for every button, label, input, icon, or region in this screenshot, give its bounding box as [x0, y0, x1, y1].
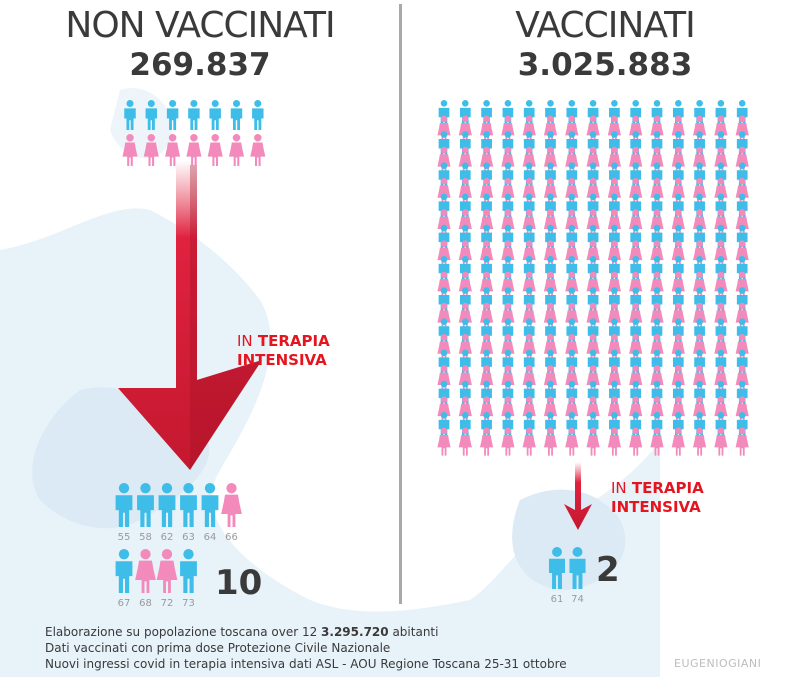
vaccinated-person-icon	[735, 427, 749, 456]
label-intensiva: INTENSIVA	[237, 351, 327, 369]
patient-age: 73	[182, 598, 195, 609]
unvaccinated-male-icon	[230, 100, 243, 130]
vaccinated-person-icon	[607, 427, 621, 456]
unvaccinated-female-icon	[228, 134, 245, 166]
icu-patient-icon	[201, 483, 219, 527]
footnote-population-text: Elaborazione su popolazione toscana over…	[45, 625, 318, 639]
vaccinated-person-icon	[480, 427, 494, 456]
vaccinated-person-icon	[629, 427, 643, 456]
patient-age: 62	[160, 532, 174, 543]
icu-patient-icon	[180, 549, 197, 593]
vaccinated-person-icon	[501, 427, 515, 456]
vaccinated-person-icon	[650, 427, 664, 456]
patient-age: 55	[117, 532, 131, 543]
unvaccinated-male-icon	[209, 100, 221, 130]
icu-patient-icon	[221, 483, 242, 527]
unvaccinated-female-icon	[250, 134, 266, 166]
vaccinated-person-icon	[693, 427, 707, 456]
icu-patient-icon	[115, 549, 133, 593]
center-divider	[399, 4, 402, 604]
icu-patient-icon	[137, 483, 154, 527]
unvaccinated-title: NON VACCINATI	[65, 5, 335, 46]
patient-age: 64	[203, 532, 217, 543]
footnote-population-value: 3.295.720	[321, 625, 389, 639]
patient-age: 66	[225, 532, 238, 543]
vaccinated-person-icon	[502, 162, 514, 191]
patient-age: 63	[182, 532, 195, 543]
unvaccinated-icu-total: 10	[215, 563, 263, 603]
unvaccinated-female-icon	[207, 134, 223, 166]
icu-patient-icon	[115, 483, 133, 527]
vaccinated-person-icon	[543, 427, 558, 456]
unvaccinated-male-icon	[188, 100, 200, 130]
unvaccinated-male-icon	[124, 100, 136, 130]
vaccinated-count: 3.025.883	[517, 47, 693, 83]
patient-age: 68	[139, 598, 152, 609]
icu-patient-icon	[180, 483, 197, 527]
label-terapia: TERAPIA	[631, 479, 704, 497]
vaccinated-person-icon	[458, 427, 472, 456]
vaccinated-person-icon	[714, 427, 728, 456]
icu-patient-icon	[156, 549, 178, 593]
vaccinated-person-icon	[522, 427, 536, 456]
unvaccinated-count: 269.837	[129, 47, 271, 83]
vaccinated-title: VACCINATI	[515, 5, 696, 46]
vaccinated-person-icon	[671, 427, 685, 456]
label-in: IN	[611, 479, 627, 497]
label-terapia: TERAPIA	[257, 332, 330, 350]
unvaccinated-male-icon	[252, 100, 264, 130]
patient-age: 67	[117, 598, 131, 609]
author-credit: EUGENIOGIANI	[674, 657, 762, 670]
footnote-population-unit: abitanti	[392, 625, 439, 639]
unvaccinated-female-icon	[122, 134, 138, 166]
vaccinated-person-icon	[437, 427, 451, 456]
vaccinated-person-icon	[565, 427, 579, 456]
footnote-population: Elaborazione su popolazione toscana over…	[45, 624, 438, 640]
patient-age: 61	[550, 594, 564, 605]
label-intensiva: INTENSIVA	[611, 498, 701, 516]
icu-patient-icon	[158, 483, 176, 527]
right-icu-label: IN TERAPIA INTENSIVA	[611, 479, 704, 517]
icu-patient-icon	[548, 547, 566, 589]
vaccinated-icu-total: 2	[596, 550, 620, 590]
small-down-arrow-icon	[564, 462, 592, 530]
patient-age: 72	[160, 598, 174, 609]
patient-age: 74	[571, 594, 584, 605]
unvaccinated-male-icon	[145, 100, 158, 130]
icu-patient-icon	[135, 549, 156, 593]
label-in: IN	[237, 332, 253, 350]
left-icu-label: IN TERAPIA INTENSIVA	[237, 332, 330, 370]
unvaccinated-female-icon	[143, 134, 159, 166]
unvaccinated-female-icon	[186, 134, 202, 166]
unvaccinated-male-icon	[166, 100, 179, 130]
footnote-icu-source: Nuovi ingressi covid in terapia intensiv…	[45, 657, 567, 671]
down-arrow-icon	[118, 160, 262, 470]
patient-age: 58	[139, 532, 152, 543]
unvaccinated-female-icon	[165, 134, 181, 166]
vaccinated-person-icon	[586, 427, 600, 456]
footnote-vaccine-source: Dati vaccinati con prima dose Protezione…	[45, 641, 391, 655]
icu-patient-icon	[569, 547, 586, 589]
